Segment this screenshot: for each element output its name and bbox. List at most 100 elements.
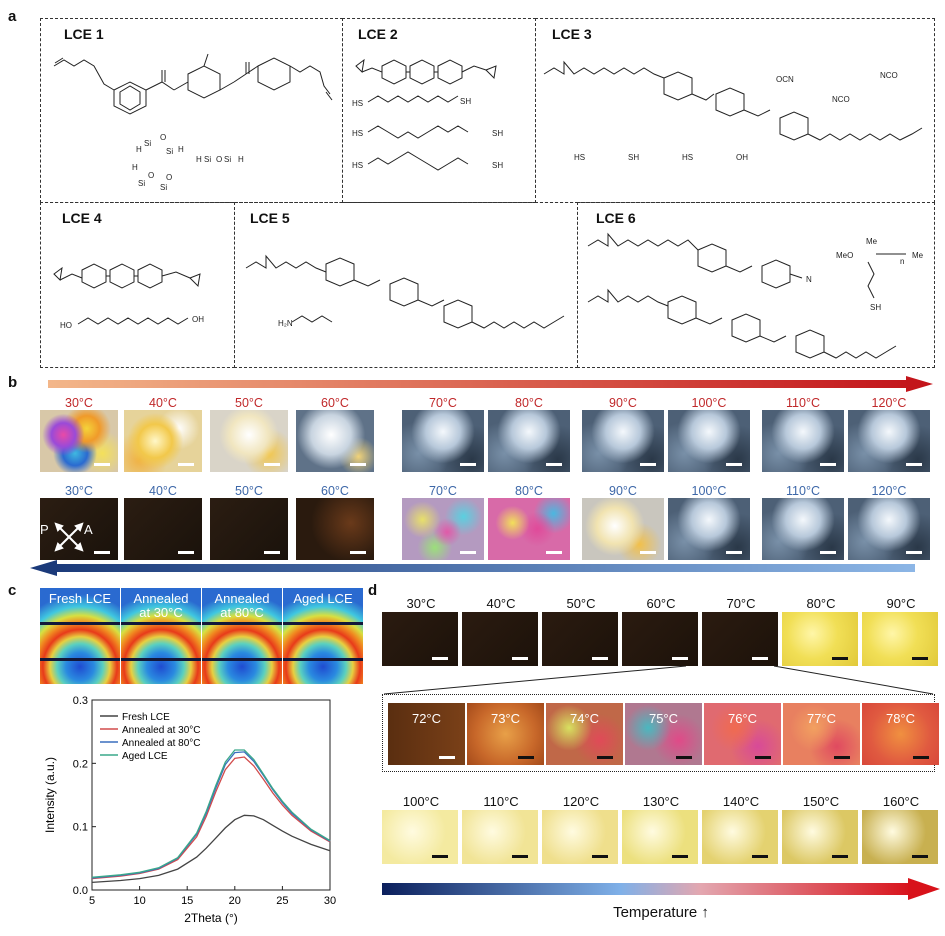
scale-bar xyxy=(592,657,608,660)
x-tick-label: 30 xyxy=(324,895,336,907)
heating-temp-label: 60°C xyxy=(321,396,349,410)
x-tick-label: 20 xyxy=(229,895,241,907)
scale-bar xyxy=(518,756,534,759)
cooling-micrograph xyxy=(210,498,288,560)
series-line xyxy=(91,756,331,880)
y-tick-label: 0.3 xyxy=(73,695,88,707)
lce5-label: LCE 5 xyxy=(250,210,290,226)
svg-text:H: H xyxy=(196,155,202,164)
zoom-micrograph: 77°C xyxy=(783,703,860,765)
heating-micrograph xyxy=(210,410,288,472)
scale-bar xyxy=(264,551,280,554)
zoom-micrograph: 74°C xyxy=(546,703,623,765)
svg-text:OH: OH xyxy=(736,153,748,162)
scale-bar xyxy=(752,855,768,858)
heating-temp-label: 80°C xyxy=(515,396,543,410)
scale-bar xyxy=(597,756,613,759)
scale-bar xyxy=(432,855,448,858)
d-micrograph xyxy=(462,612,538,666)
d-temp-label: 50°C xyxy=(566,596,596,611)
svg-text:Si: Si xyxy=(160,183,167,192)
y-axis-label: Intensity (a.u.) xyxy=(43,757,57,833)
d-micrograph xyxy=(702,810,778,864)
heating-micrograph xyxy=(848,410,930,472)
x-tick-label: 10 xyxy=(133,895,145,907)
zoom-micrograph: 75°C xyxy=(625,703,702,765)
lce6-box xyxy=(577,202,935,368)
svg-text:HS: HS xyxy=(352,161,363,170)
svg-text:Me: Me xyxy=(866,237,878,246)
svg-text:HS: HS xyxy=(352,129,363,138)
scale-bar xyxy=(672,855,688,858)
beamstop-bar xyxy=(283,622,363,625)
saxs-pattern: Annealed at 30°C xyxy=(121,588,201,684)
d-micrograph xyxy=(782,612,858,666)
lce4-structure: HO OH xyxy=(53,263,204,330)
x-tick-label: 25 xyxy=(276,895,288,907)
d-micrograph xyxy=(862,810,938,864)
lce2-structure: HS SH HS SH HS SH xyxy=(352,58,503,171)
saxs-label: Aged LCE xyxy=(293,591,353,606)
scale-bar xyxy=(912,657,928,660)
svg-text:SH: SH xyxy=(460,97,471,106)
heating-temp-label: 40°C xyxy=(149,396,177,410)
scale-bar xyxy=(350,463,366,466)
d-temp-label: 60°C xyxy=(646,596,676,611)
scale-bar xyxy=(178,463,194,466)
lce2-label: LCE 2 xyxy=(358,26,398,42)
cooling-temp-label: 40°C xyxy=(149,484,177,498)
zoom-temp-label: 77°C xyxy=(806,711,837,726)
d-micrograph xyxy=(702,612,778,666)
xrd-intensity-chart: 5 10 15 20 25 30 0.0 0.1 0.2 0.3 2Theta (°) Intensi… xyxy=(43,695,336,925)
lce4-label: LCE 4 xyxy=(62,210,102,226)
zoom-micrograph: 78°C xyxy=(862,703,939,765)
d-temp-label: 80°C xyxy=(806,596,836,611)
d-temp-label: 100°C xyxy=(402,794,440,809)
scale-bar xyxy=(676,756,692,759)
analyzer-a-label: A xyxy=(84,522,93,537)
d-micrograph xyxy=(542,612,618,666)
heating-micrograph xyxy=(40,410,118,472)
scale-bar xyxy=(94,463,110,466)
scale-bar xyxy=(913,756,929,759)
beamstop-bar xyxy=(40,658,120,661)
x-tick-label: 15 xyxy=(181,895,193,907)
saxs-label: Annealed at 30°C xyxy=(133,591,189,620)
cooling-micrograph xyxy=(582,498,664,560)
svg-text:Si: Si xyxy=(204,155,211,164)
series-line xyxy=(91,749,331,878)
zoom-temp-label: 76°C xyxy=(727,711,758,726)
d-micrograph xyxy=(622,810,698,864)
legend-entry: Fresh LCE xyxy=(122,712,170,723)
scale-bar xyxy=(460,551,476,554)
zoom-micrograph: 72°C xyxy=(388,703,465,765)
d-micrograph xyxy=(542,810,618,864)
polarizer-p-label: P xyxy=(40,522,49,537)
x-axis-label: 2Theta (°) xyxy=(184,911,237,925)
d-micrograph xyxy=(622,612,698,666)
lce6-structure: N MeO Me Me n SH xyxy=(587,232,924,359)
cooling-micrograph xyxy=(488,498,570,560)
temperature-label: Temperature ↑ xyxy=(613,904,709,921)
scale-bar xyxy=(592,855,608,858)
saxs-label: Fresh LCE xyxy=(48,591,112,606)
scale-bar xyxy=(460,463,476,466)
y-tick-label: 0.0 xyxy=(73,885,88,897)
scale-bar xyxy=(726,551,742,554)
svg-text:OCN: OCN xyxy=(776,75,794,84)
lce6-label: LCE 6 xyxy=(596,210,636,226)
svg-text:SH: SH xyxy=(628,153,639,162)
cooling-temp-label: 100°C xyxy=(691,484,727,498)
panel-label-b: b xyxy=(8,374,18,391)
zoom-micrograph: 76°C xyxy=(704,703,781,765)
svg-text:O: O xyxy=(148,171,154,180)
x-tick-label: 5 xyxy=(89,895,95,907)
d-temp-label: 120°C xyxy=(562,794,600,809)
heating-temp-label: 50°C xyxy=(235,396,263,410)
scale-bar xyxy=(350,551,366,554)
heating-temp-label: 100°C xyxy=(691,396,727,410)
d-micrograph xyxy=(382,810,458,864)
zoom-temp-label: 75°C xyxy=(648,711,679,726)
scale-bar xyxy=(94,551,110,554)
svg-text:Si: Si xyxy=(166,147,173,156)
